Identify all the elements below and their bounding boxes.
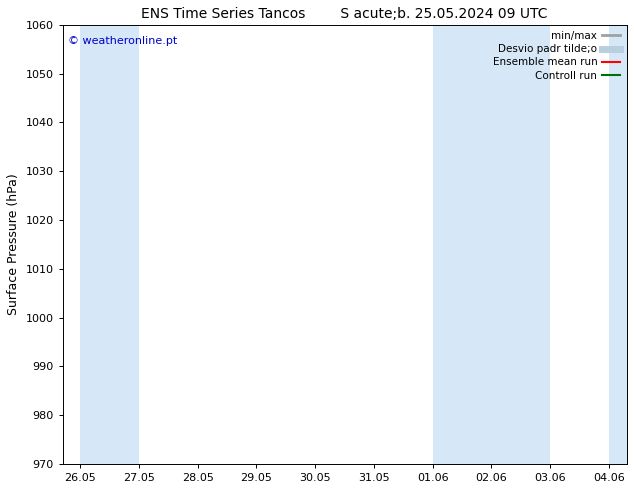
Title: ENS Time Series Tancos        S acute;b. 25.05.2024 09 UTC: ENS Time Series Tancos S acute;b. 25.05.…	[141, 7, 548, 21]
Y-axis label: Surface Pressure (hPa): Surface Pressure (hPa)	[7, 173, 20, 316]
Bar	[491, 25, 550, 464]
Legend: min/max, Desvio padr tilde;o, Ensemble mean run, Controll run: min/max, Desvio padr tilde;o, Ensemble m…	[488, 27, 624, 85]
Bar	[432, 25, 491, 464]
Text: © weatheronline.pt: © weatheronline.pt	[68, 36, 178, 46]
Bar	[81, 25, 139, 464]
Bar	[609, 25, 634, 464]
